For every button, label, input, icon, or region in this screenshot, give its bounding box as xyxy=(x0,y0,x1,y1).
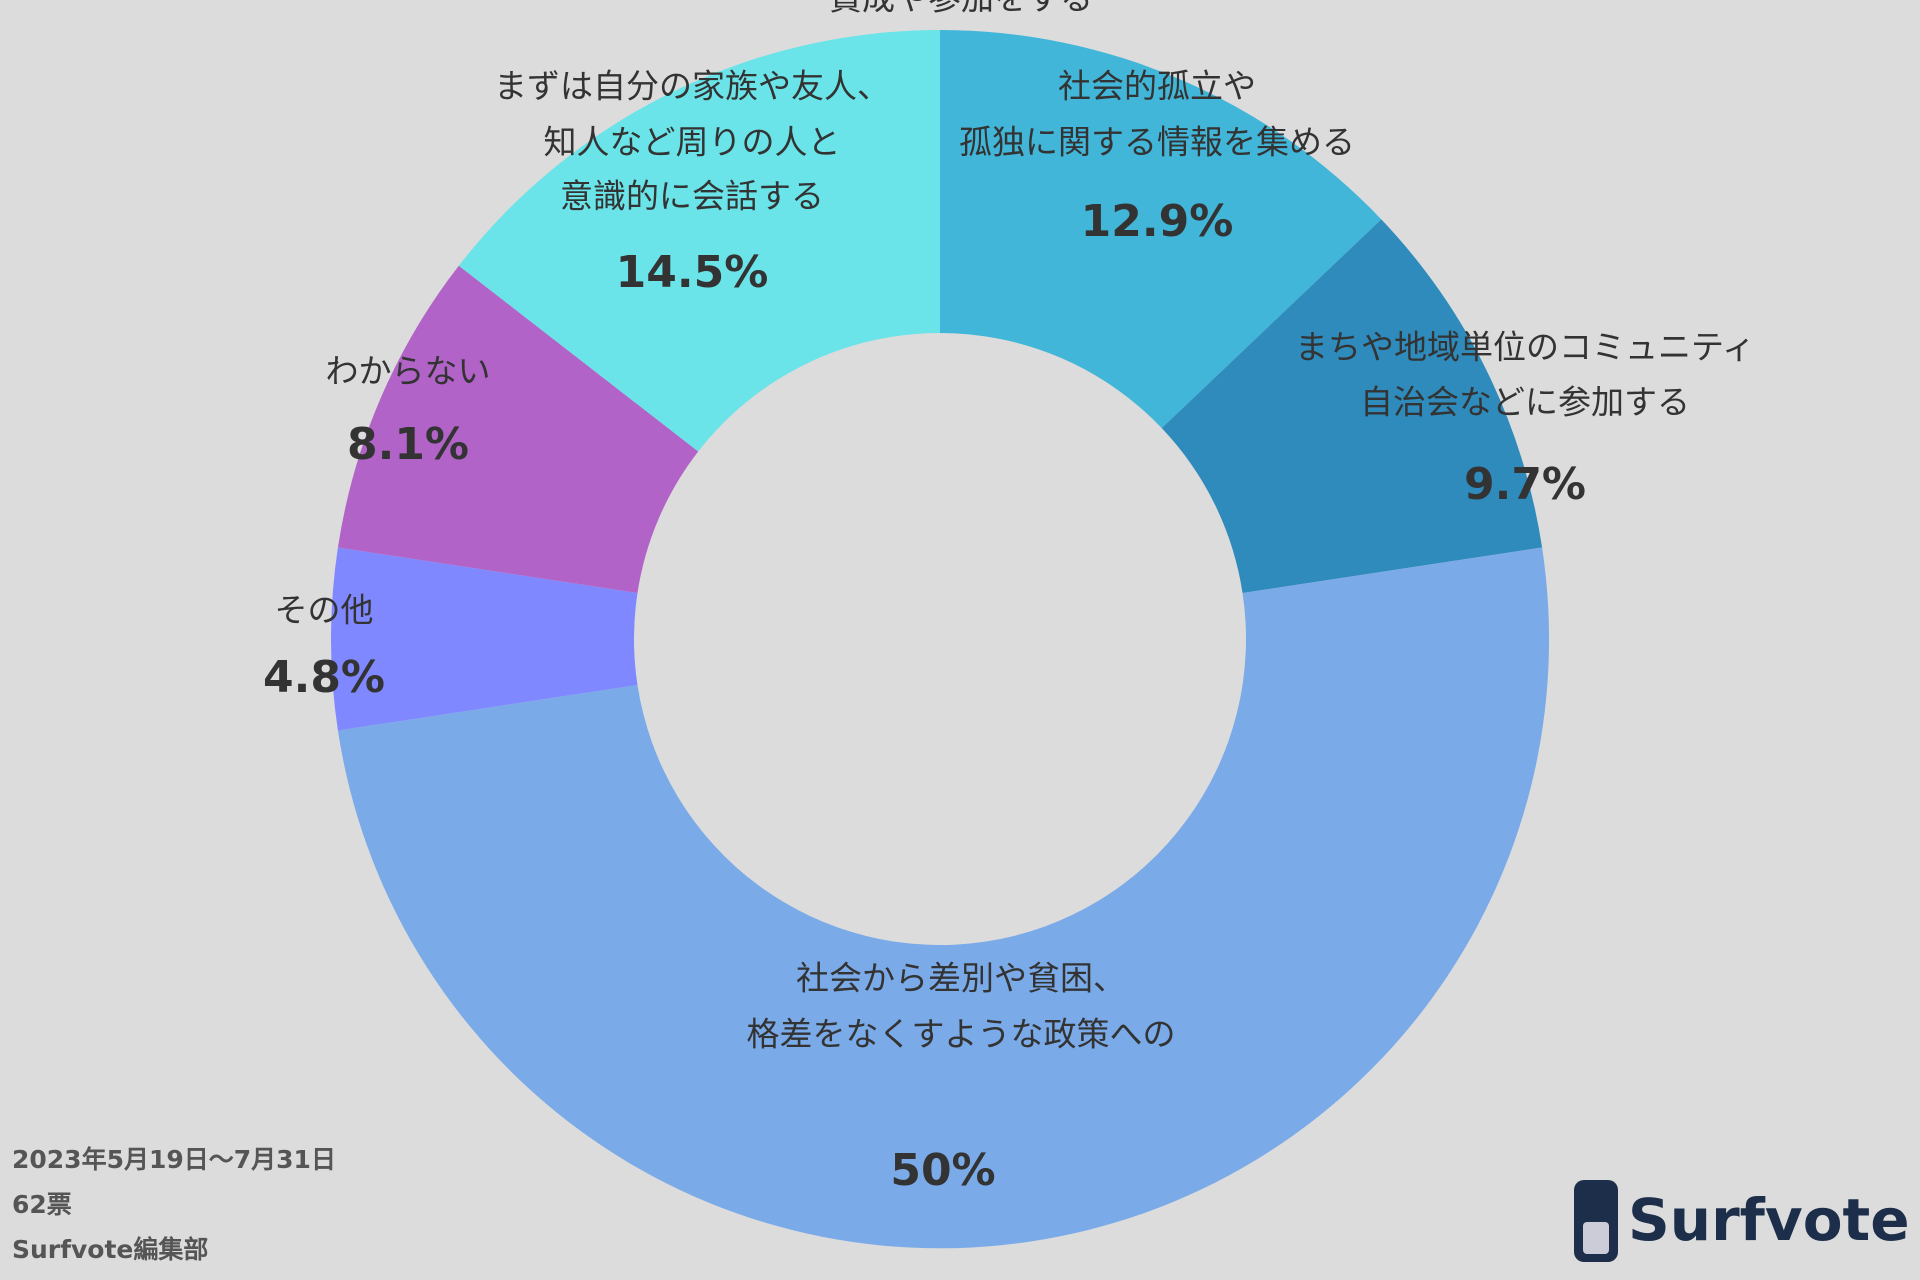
slice-label: まちや地域単位のコミュニティ xyxy=(1295,328,1755,367)
slice-label: 社会的孤立や xyxy=(1058,67,1256,106)
donut-slice xyxy=(940,30,1382,429)
value-label: 50% xyxy=(890,1145,995,1196)
value-label: 14.5% xyxy=(616,247,769,298)
slice-label: 賛成や参加をする xyxy=(829,0,1093,18)
slice-label: 格差をなくすような政策への xyxy=(747,1015,1176,1054)
donut-slice xyxy=(337,265,699,594)
slice-label: その他 xyxy=(275,591,374,630)
footer-text: Surfvote編集部 xyxy=(12,1235,208,1264)
footer-text: 2023年5月19日〜7月31日 xyxy=(12,1145,336,1174)
donut-slice xyxy=(331,547,638,731)
value-label: 9.7% xyxy=(1464,459,1586,510)
slice-label: 自治会などに参加する xyxy=(1360,383,1690,422)
footer-text: 62票 xyxy=(12,1190,72,1219)
slice-label: 孤独に関する情報を集める xyxy=(959,123,1355,162)
donut-slice xyxy=(458,30,940,452)
value-label: 12.9% xyxy=(1081,196,1234,247)
donut-slice xyxy=(337,547,1550,1249)
value-label: 4.8% xyxy=(263,652,385,703)
logo-text: Surfvote xyxy=(1628,1186,1910,1254)
value-label: 8.1% xyxy=(347,419,469,470)
logo-icon-part xyxy=(1583,1222,1609,1254)
donut-slice xyxy=(1161,219,1543,594)
slice-label: わからない xyxy=(326,352,491,391)
slice-label: 意識的に会話する xyxy=(560,177,824,216)
logo: Surfvote xyxy=(1574,1180,1910,1262)
slice-label: 社会から差別や貧困、 xyxy=(796,959,1126,998)
slice-label: まずは自分の家族や友人、 xyxy=(494,67,890,106)
slice-label: 知人など周りの人と xyxy=(544,123,841,162)
